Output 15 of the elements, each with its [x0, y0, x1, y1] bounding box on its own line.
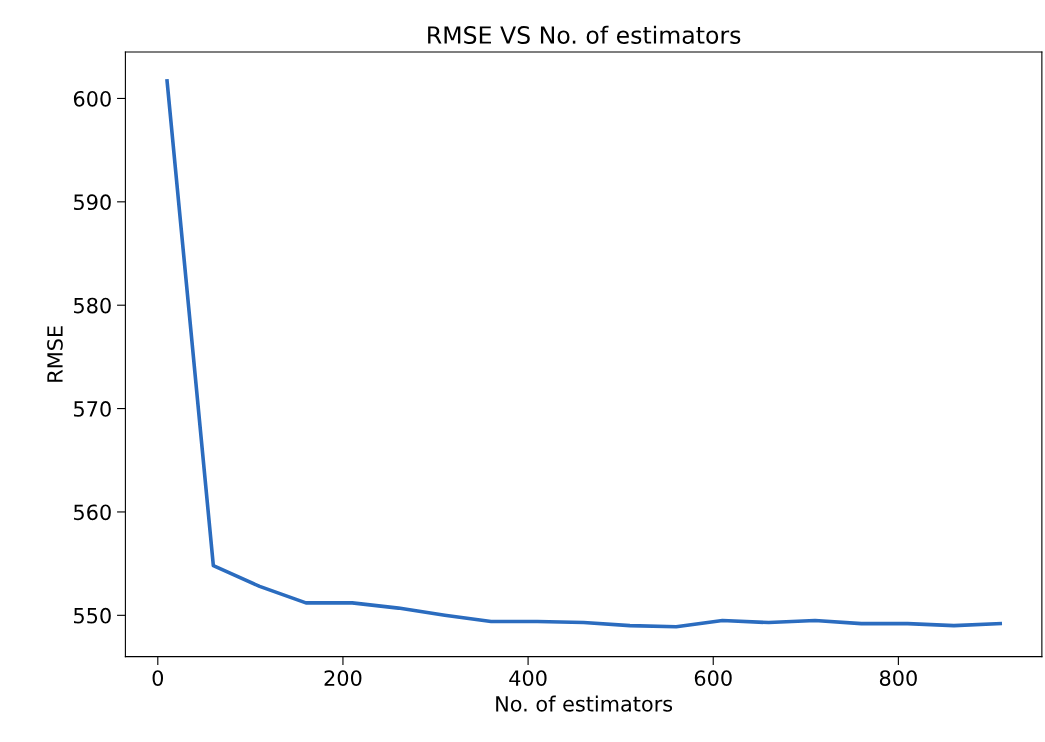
- y-tick-label: 570: [74, 401, 111, 417]
- y-tick-label: 560: [74, 504, 111, 521]
- x-tick-label: 400: [509, 670, 547, 686]
- x-tick-label: 800: [879, 670, 917, 686]
- y-tick-label: 550: [74, 607, 111, 624]
- x-axis-title: No. of estimators: [496, 695, 673, 712]
- x-tick-label: 200: [324, 670, 362, 686]
- line-series: [165, 79, 1003, 629]
- x-tick-label: 600: [694, 670, 732, 686]
- x-tick-label: 0: [152, 670, 164, 686]
- y-tick-label: 580: [74, 297, 111, 314]
- chart-title: RMSE VS No. of estimators: [428, 25, 741, 44]
- y-tick-label: 590: [74, 194, 111, 211]
- y-axis-title: RMSE: [47, 326, 63, 382]
- y-tick-label: 600: [73, 90, 111, 107]
